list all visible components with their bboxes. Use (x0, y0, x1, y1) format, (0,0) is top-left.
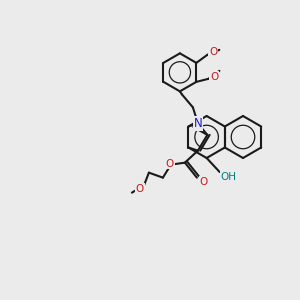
Text: O: O (209, 47, 218, 57)
Text: N: N (194, 117, 202, 130)
Text: O: O (200, 177, 208, 187)
Text: OH: OH (220, 172, 237, 182)
Text: O: O (136, 184, 144, 194)
Text: O: O (166, 159, 174, 169)
Text: O: O (210, 72, 218, 82)
